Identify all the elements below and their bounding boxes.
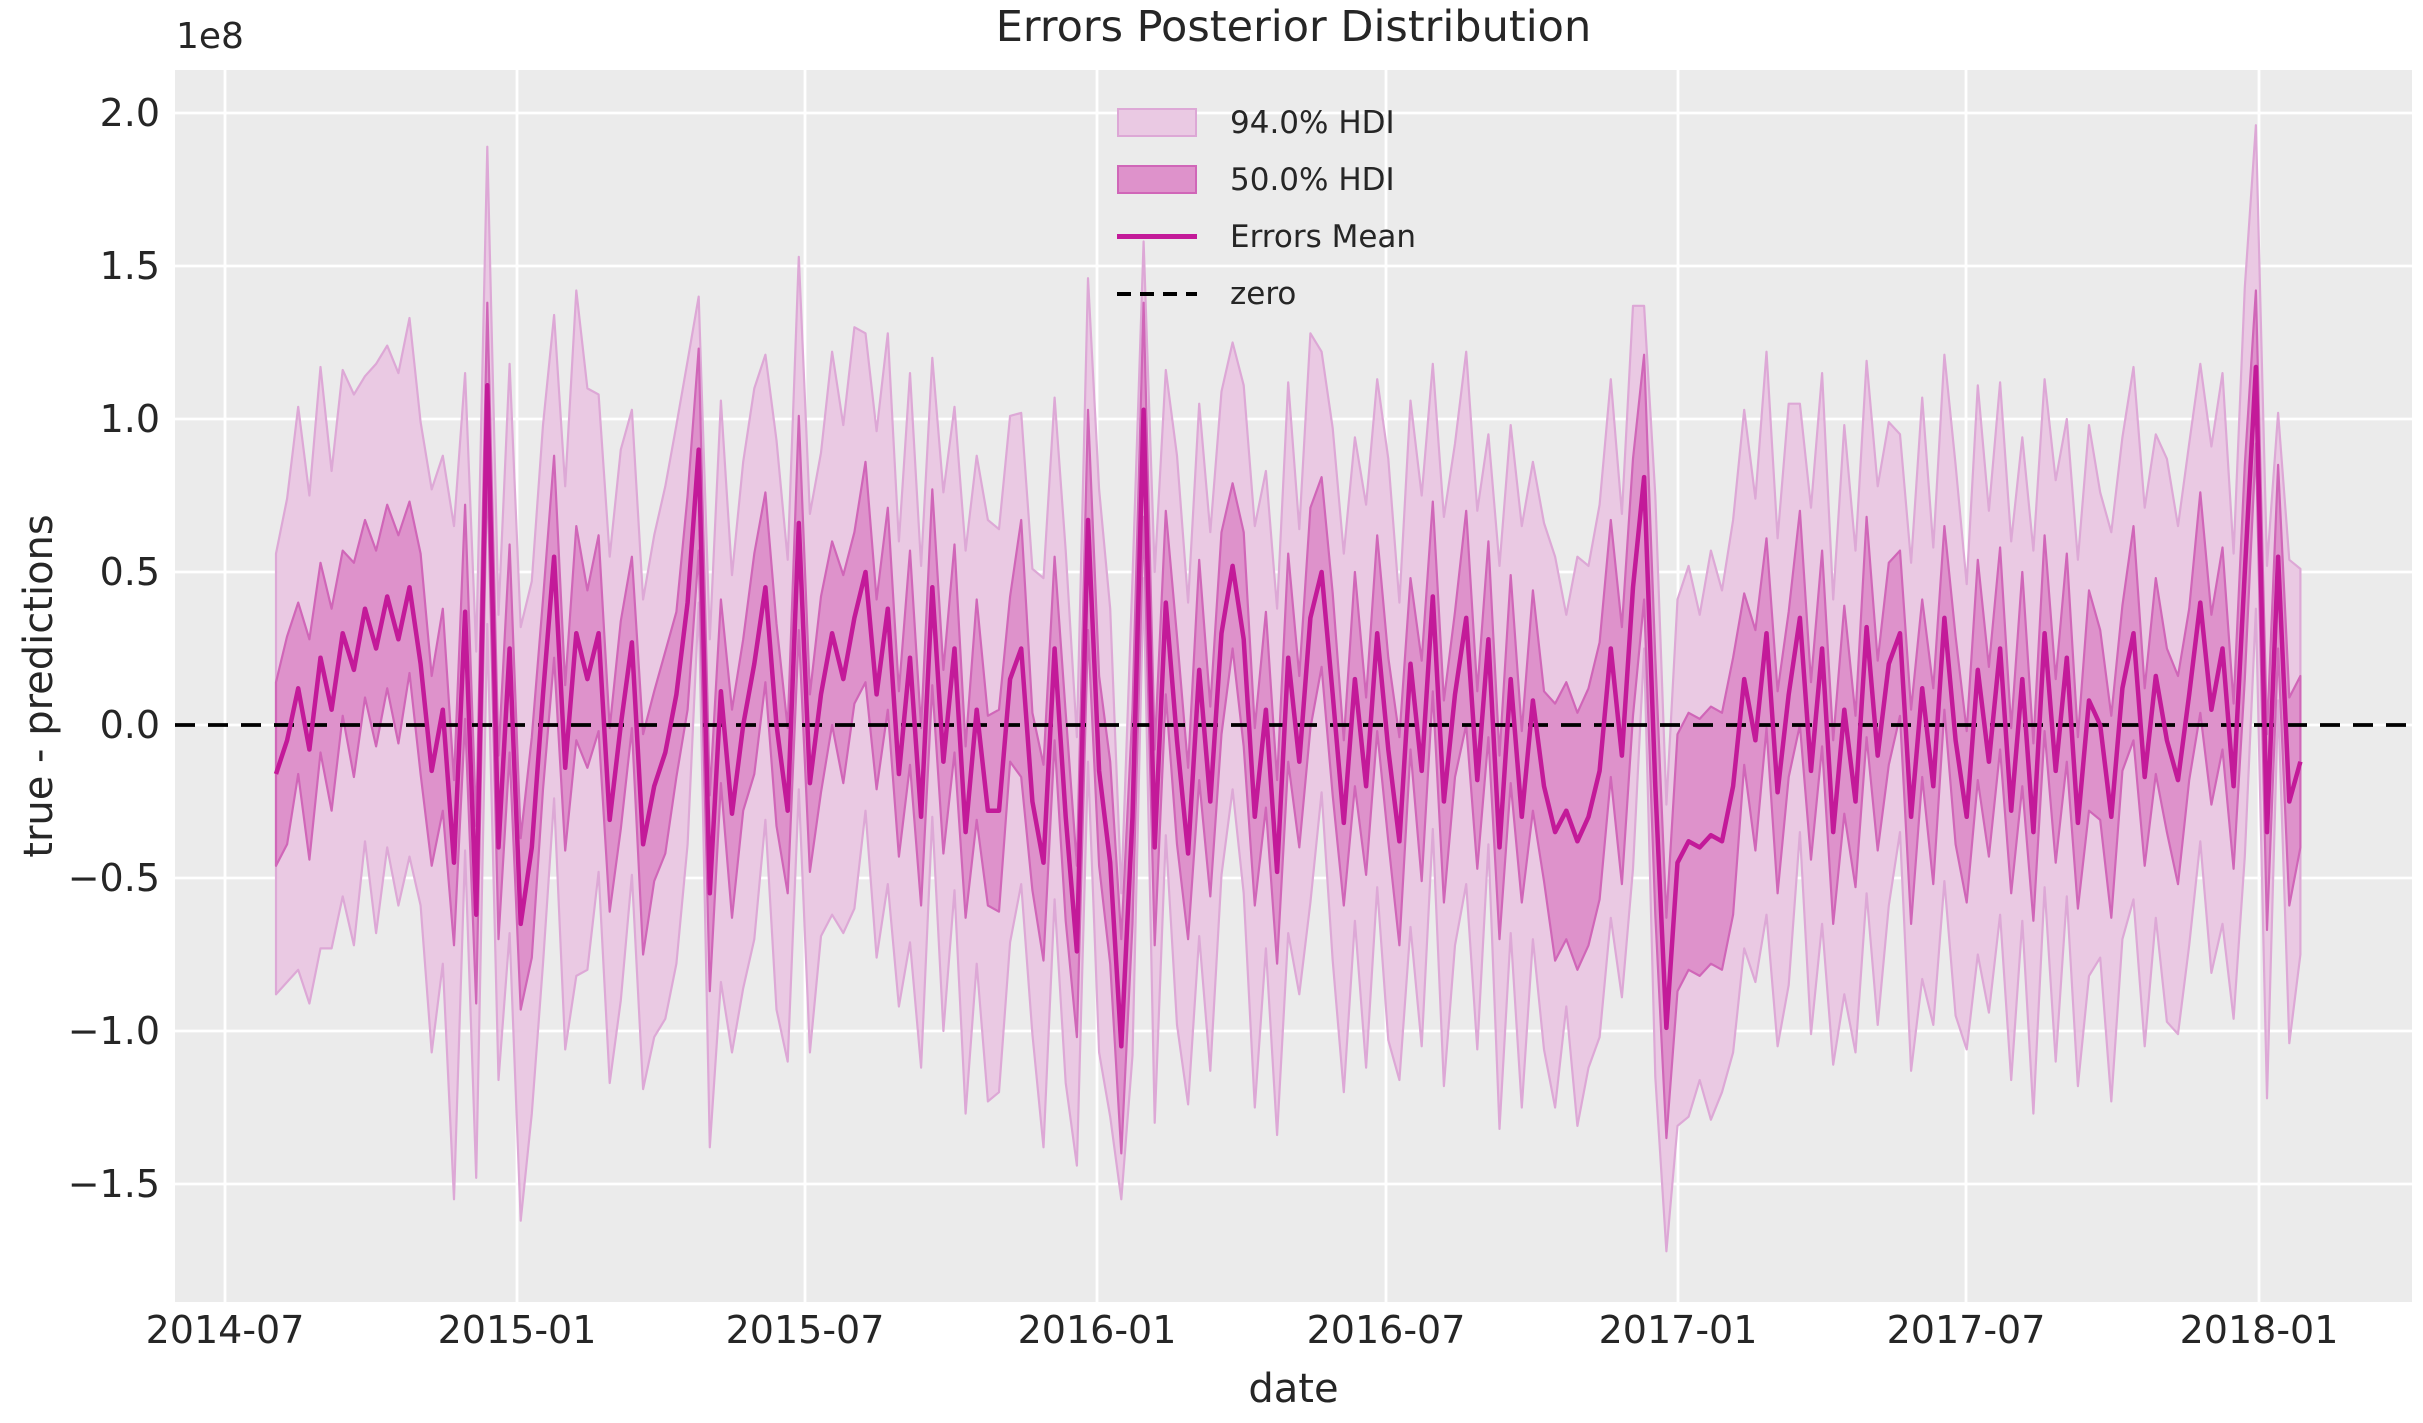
legend-entry-50-hdi: 50.0% HDI	[1117, 162, 1416, 198]
x-tick-label-2017-01: 2017-01	[1599, 1308, 1758, 1352]
legend: 94.0% HDI 50.0% HDI Errors Mean zero	[1117, 105, 1416, 336]
legend-label-94-hdi: 94.0% HDI	[1230, 104, 1395, 141]
hdi50-band	[274, 289, 2302, 1155]
mean-line-swatch-icon	[1117, 222, 1197, 251]
legend-entry-94-hdi: 94.0% HDI	[1117, 105, 1416, 141]
y-tick-label-1.5: 1.5	[100, 244, 160, 288]
x-tick-label-2016-07: 2016-07	[1307, 1308, 1466, 1352]
x-tick-label-2018-01: 2018-01	[2180, 1308, 2339, 1352]
x-tick-label-2014-07: 2014-07	[146, 1308, 305, 1352]
y-axis-label: true - predictions	[16, 514, 62, 858]
zero-dashed-line-swatch-icon	[1117, 279, 1197, 308]
y-tick-label-0.5: 0.5	[100, 550, 160, 594]
legend-label-50-hdi: 50.0% HDI	[1230, 161, 1395, 198]
y-tick-label-1: 1.0	[100, 397, 160, 441]
x-tick-label-2015-01: 2015-01	[438, 1308, 597, 1352]
y-tick-label--1: −1.0	[68, 1009, 160, 1053]
x-tick-label-2016-01: 2016-01	[1018, 1308, 1177, 1352]
chart-title: Errors Posterior Distribution	[995, 2, 1592, 52]
errors-mean-line	[273, 364, 2303, 1049]
legend-label-zero: zero	[1230, 275, 1297, 312]
hdi94-band-swatch-icon	[1117, 108, 1197, 137]
y-tick-label-2: 2.0	[100, 91, 160, 135]
x-axis-label: date	[1248, 1366, 1339, 1412]
legend-entry-zero: zero	[1117, 276, 1416, 312]
legend-entry-errors-mean: Errors Mean	[1117, 219, 1416, 255]
hdi50-band-swatch-icon	[1117, 165, 1197, 194]
x-tick-label-2015-07: 2015-07	[726, 1308, 885, 1352]
y-tick-label-0: 0.0	[100, 703, 160, 747]
x-tick-label-2017-07: 2017-07	[1887, 1308, 2046, 1352]
legend-label-errors-mean: Errors Mean	[1230, 218, 1417, 255]
y-tick-label--1.5: −1.5	[68, 1162, 160, 1206]
y-tick-label--0.5: −0.5	[68, 856, 160, 900]
y-axis-offset-label: 1e8	[176, 16, 244, 57]
